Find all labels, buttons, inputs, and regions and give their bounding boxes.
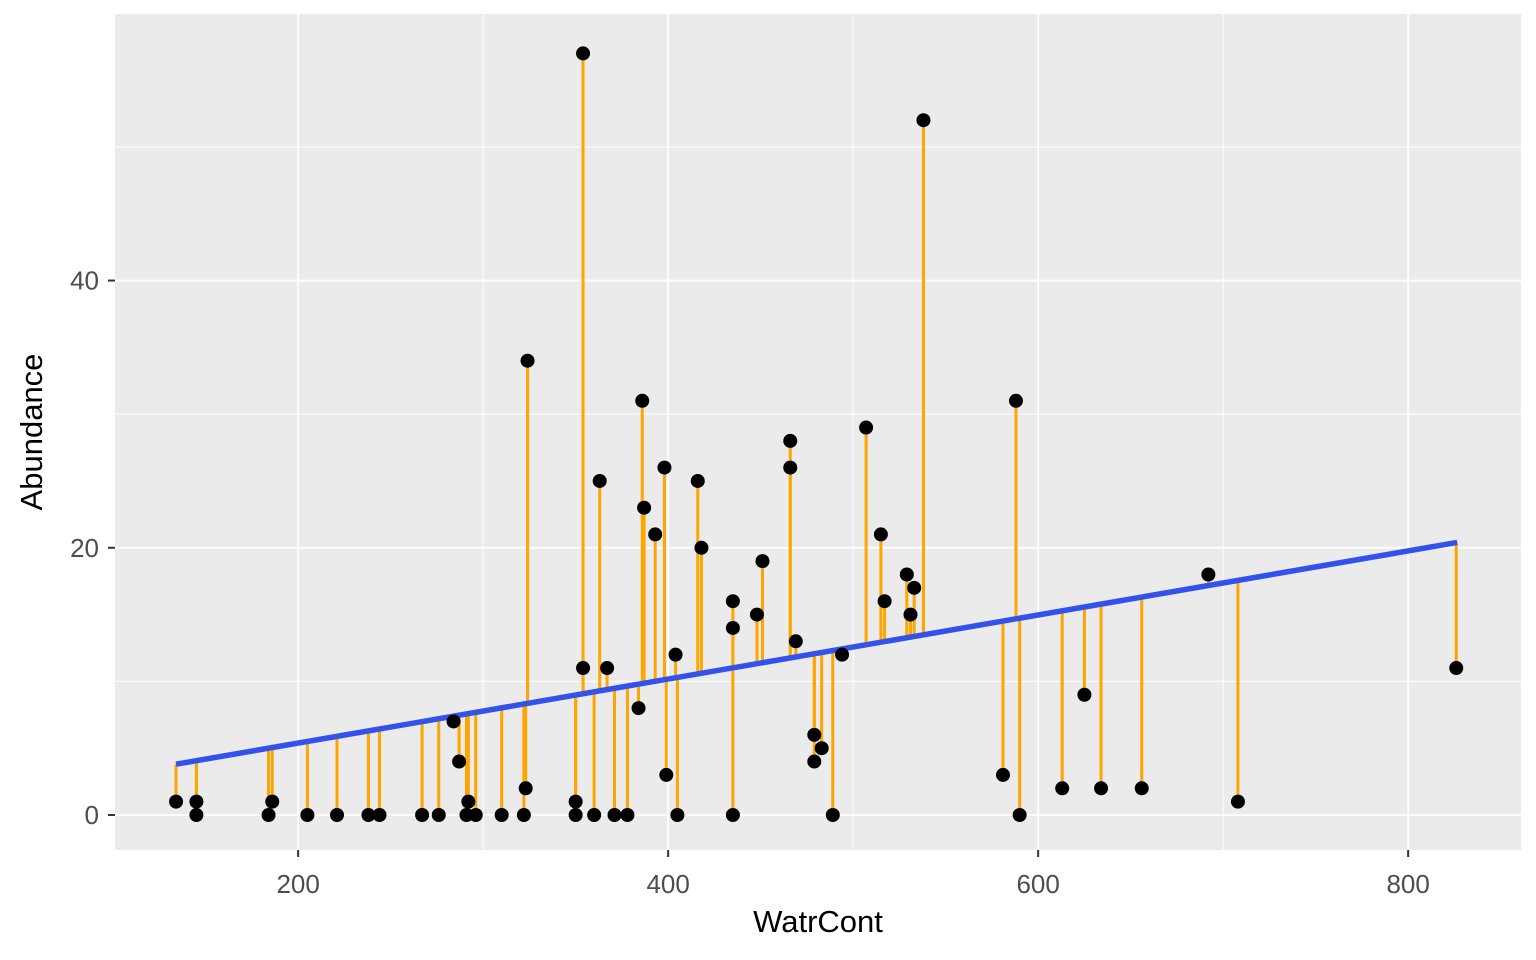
x-tick-label: 800 <box>1386 869 1429 899</box>
data-point <box>725 807 740 822</box>
data-point <box>1094 781 1109 796</box>
x-tick-label: 400 <box>646 869 689 899</box>
data-point <box>670 807 685 822</box>
data-point <box>903 607 918 622</box>
plot-panel-layer <box>115 14 1521 850</box>
data-point <box>592 473 607 488</box>
data-point <box>916 113 931 128</box>
data-point <box>1230 794 1245 809</box>
x-tick-label: 200 <box>276 869 319 899</box>
data-point <box>725 620 740 635</box>
data-point <box>516 807 531 822</box>
data-point <box>607 807 622 822</box>
x-axis-title: WatrCont <box>753 904 883 939</box>
data-point <box>814 741 829 756</box>
data-point <box>446 714 461 729</box>
regression-line-layer <box>175 539 1458 767</box>
data-point <box>169 794 184 809</box>
data-point <box>568 794 583 809</box>
data-point <box>415 807 430 822</box>
data-point <box>690 473 705 488</box>
data-point <box>520 353 535 368</box>
data-point <box>725 594 740 609</box>
data-point <box>659 767 674 782</box>
data-point <box>996 767 1010 782</box>
data-point <box>261 807 276 822</box>
data-point <box>637 500 652 515</box>
data-point <box>1201 567 1216 582</box>
data-point <box>694 540 709 555</box>
data-point <box>648 527 663 542</box>
y-tick-label: 20 <box>70 533 99 563</box>
y-tick-label: 0 <box>85 800 99 830</box>
data-point <box>1055 781 1070 796</box>
data-point <box>899 567 914 582</box>
data-point <box>518 781 533 796</box>
data-point <box>859 420 874 435</box>
data-point <box>568 807 583 822</box>
data-point <box>468 807 483 822</box>
data-point <box>361 807 376 822</box>
data-point <box>452 754 467 769</box>
data-point <box>807 754 822 769</box>
data-points <box>169 46 1464 822</box>
data-point <box>825 807 840 822</box>
data-point <box>788 634 803 649</box>
data-point <box>873 527 888 542</box>
data-point <box>576 46 591 61</box>
data-point <box>620 807 635 822</box>
data-point <box>189 794 204 809</box>
data-point <box>635 393 650 408</box>
data-point <box>749 607 764 622</box>
data-point <box>431 807 446 822</box>
data-point <box>189 807 204 822</box>
x-tick-label: 600 <box>1016 869 1059 899</box>
y-axis-title: Abundance <box>14 354 49 511</box>
gridlines <box>115 14 1521 850</box>
data-point <box>835 647 850 662</box>
data-point <box>587 807 602 822</box>
data-point <box>755 554 770 569</box>
data-point <box>494 807 509 822</box>
regression-line <box>175 539 1458 767</box>
data-point <box>265 794 280 809</box>
data-point <box>1449 661 1464 676</box>
data-point <box>1012 807 1027 822</box>
data-point <box>807 727 822 742</box>
data-point <box>461 794 476 809</box>
data-point <box>1008 393 1023 408</box>
residual-segments <box>174 53 1458 815</box>
data-point <box>1077 687 1092 702</box>
data-point <box>631 701 646 716</box>
data-point <box>783 460 798 475</box>
data-point <box>657 460 672 475</box>
axes: 200 400 600 800 0 20 40 <box>70 266 1430 899</box>
data-point <box>668 647 683 662</box>
data-point <box>877 594 892 609</box>
data-point <box>330 807 344 822</box>
data-point <box>783 433 798 448</box>
plot-panel <box>115 14 1521 850</box>
data-point <box>1134 781 1149 796</box>
y-tick-label: 40 <box>70 266 99 296</box>
data-point <box>576 661 591 676</box>
data-point <box>600 661 615 676</box>
data-point <box>372 807 387 822</box>
data-point <box>907 580 922 595</box>
data-point <box>300 807 315 822</box>
